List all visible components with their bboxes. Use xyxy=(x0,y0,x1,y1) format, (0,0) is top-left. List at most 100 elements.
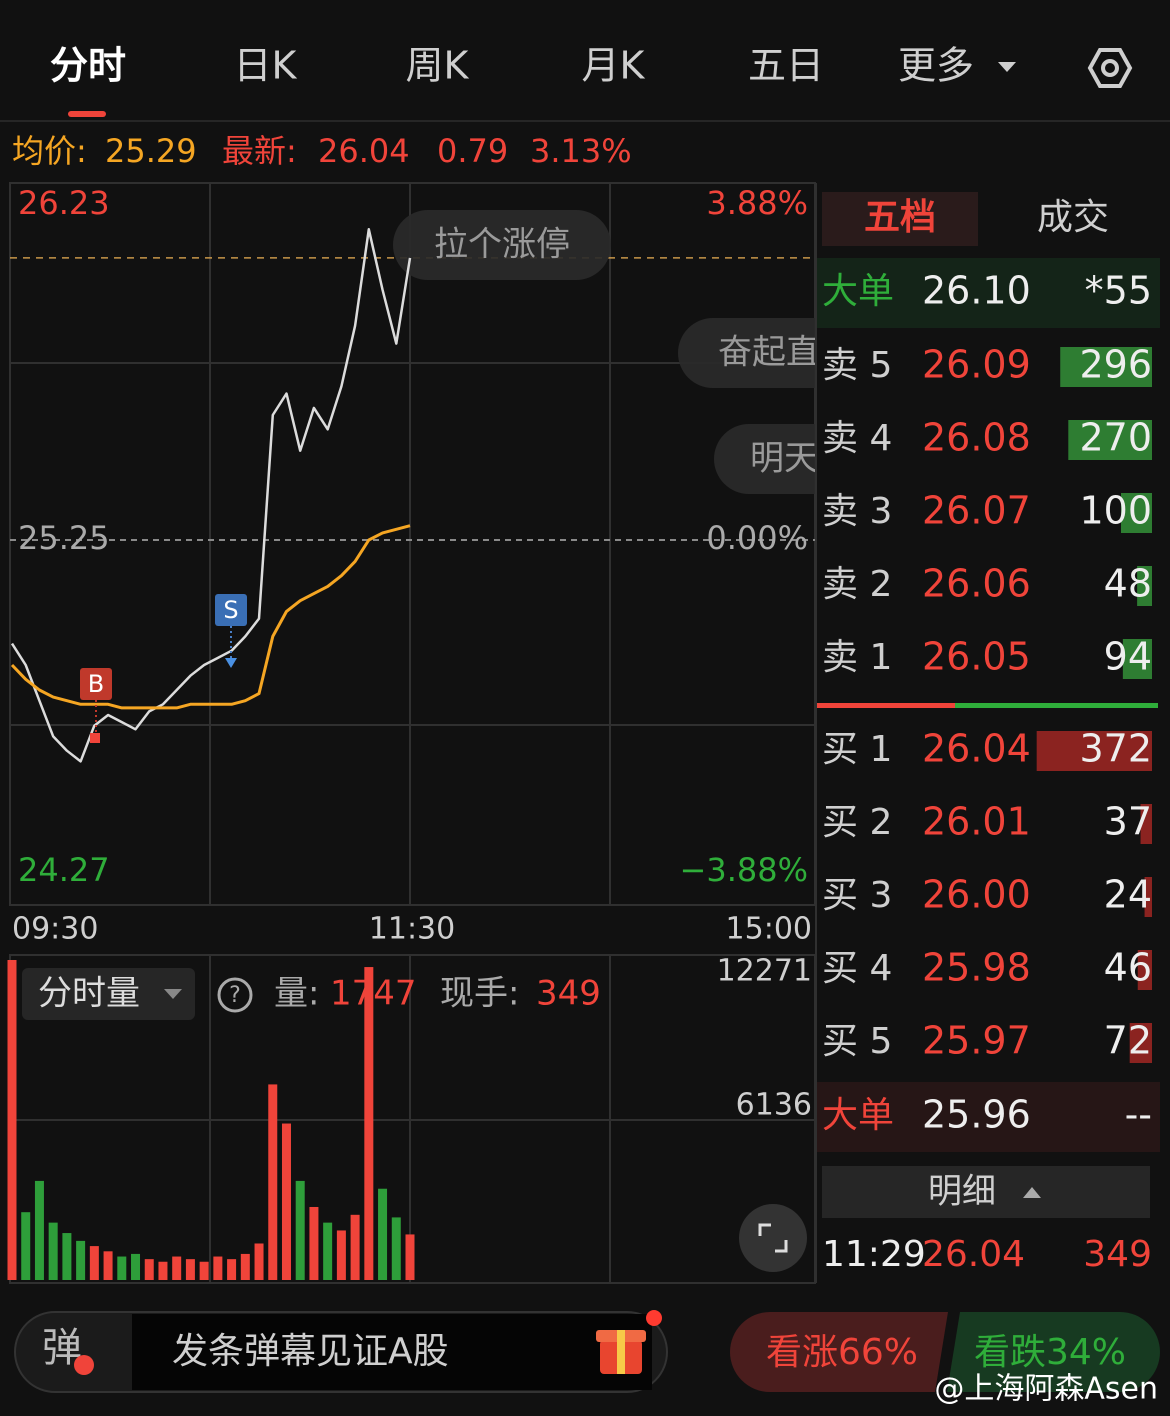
bid-qty: 72 xyxy=(1104,1019,1152,1063)
danmaku-badge xyxy=(74,1355,94,1375)
volume-bar xyxy=(378,1188,388,1280)
latest-label: 最新: xyxy=(222,132,297,170)
sell-dot xyxy=(225,658,237,668)
y-tick-label: 24.27 xyxy=(18,851,110,889)
settings-icon[interactable] xyxy=(1087,48,1133,88)
big-order-qty: *55 xyxy=(1085,269,1152,313)
change-value: 0.79 xyxy=(437,132,508,170)
y2-tick-label: 0.00% xyxy=(706,519,808,557)
volume-bar xyxy=(295,1180,305,1280)
ask-price: 26.07 xyxy=(922,489,1031,533)
qty-bar xyxy=(1144,877,1152,917)
volume-value: 1747 xyxy=(330,974,417,1014)
big-order-label: 大单 xyxy=(822,1095,894,1136)
detail-arrow xyxy=(1023,1187,1041,1198)
avg-label: 均价: xyxy=(12,132,87,170)
bid-qty: 24 xyxy=(1104,873,1152,917)
average-line xyxy=(10,524,411,710)
volume-bar xyxy=(323,1222,333,1280)
y-tick-label: 6136 xyxy=(736,1087,812,1122)
bid-label: 买 3 xyxy=(822,875,892,916)
ask-price: 26.06 xyxy=(922,562,1031,606)
y2-tick-label: 3.88% xyxy=(706,184,808,222)
marker-text: S xyxy=(223,596,238,624)
ask-label: 卖 2 xyxy=(822,564,892,605)
volume-bar xyxy=(199,1261,209,1280)
bull-pill[interactable] xyxy=(730,1312,948,1392)
tab[interactable]: 分时 xyxy=(50,44,126,88)
volume-bar xyxy=(254,1243,264,1280)
ask-price: 26.08 xyxy=(922,416,1031,460)
qty-bar xyxy=(1036,731,1152,771)
bid-label: 买 1 xyxy=(822,729,892,770)
big-order-qty: -- xyxy=(1125,1093,1152,1137)
bear-pill[interactable] xyxy=(947,1312,1160,1392)
qty-bar xyxy=(1068,420,1152,460)
ask-qty: 270 xyxy=(1079,416,1152,460)
tab[interactable]: 五日 xyxy=(748,44,824,88)
price-line xyxy=(10,228,412,763)
volume-bar xyxy=(103,1251,113,1280)
selector-text: 分时量 xyxy=(38,974,140,1014)
ob-tab[interactable]: 成交 xyxy=(1037,197,1109,238)
qty-bar xyxy=(1060,347,1152,387)
volume-bar xyxy=(227,1259,237,1280)
volume-bar xyxy=(172,1256,182,1280)
settings-dot xyxy=(1101,59,1119,77)
ask-qty: 94 xyxy=(1104,635,1152,679)
volume-bar xyxy=(62,1233,72,1280)
buy-dot xyxy=(90,733,100,743)
bid-label: 买 4 xyxy=(822,948,892,989)
time-label: 09:30 xyxy=(12,912,98,947)
ob-tab: 五档 xyxy=(864,197,936,238)
volume-bar xyxy=(309,1206,319,1280)
fullscreen-button[interactable] xyxy=(739,1204,807,1272)
bid-qty: 46 xyxy=(1104,946,1152,990)
tab[interactable]: 月K xyxy=(582,44,646,88)
volume-bar xyxy=(213,1256,223,1280)
detail-title: 明细 xyxy=(928,1172,996,1212)
bubble-text: 拉个涨停 xyxy=(434,225,570,265)
volume-bar xyxy=(268,1084,278,1280)
volume-bar xyxy=(158,1261,168,1280)
ask-label: 卖 1 xyxy=(822,637,892,678)
ask-qty: 100 xyxy=(1079,489,1152,533)
hand-label: 现手: xyxy=(440,974,519,1014)
big-order-bg xyxy=(817,258,1160,328)
tab-underline xyxy=(68,111,106,117)
hand-value: 349 xyxy=(536,974,601,1014)
qty-bar xyxy=(1137,950,1152,990)
volume-bar xyxy=(76,1240,86,1280)
tab[interactable]: 日K xyxy=(234,44,298,88)
qty-bar xyxy=(1122,639,1152,679)
volume-label: 量: xyxy=(274,974,319,1014)
volume-bar xyxy=(391,1217,401,1280)
danmaku-input[interactable] xyxy=(132,1314,652,1390)
fullscreen-icon xyxy=(758,1223,788,1253)
buy-marker xyxy=(80,668,112,700)
more-arrow xyxy=(998,62,1016,72)
bid-label: 买 5 xyxy=(822,1021,892,1062)
help-icon[interactable] xyxy=(217,977,253,1013)
bid-price: 26.00 xyxy=(922,873,1031,917)
selector-box[interactable] xyxy=(22,968,195,1020)
bid-qty: 37 xyxy=(1104,800,1152,844)
bid-price: 26.04 xyxy=(922,727,1031,771)
qty-bar xyxy=(1140,804,1152,844)
ask-label: 卖 3 xyxy=(822,491,892,532)
ask-label: 卖 5 xyxy=(822,345,892,386)
detail-header[interactable] xyxy=(822,1166,1150,1218)
split-red xyxy=(817,703,955,708)
volume-bar xyxy=(48,1222,58,1280)
tab[interactable]: 周K xyxy=(406,44,470,88)
ob-tab-active[interactable] xyxy=(822,192,978,246)
change-pct: 3.13% xyxy=(530,132,632,170)
time-label: 15:00 xyxy=(726,912,812,947)
big-order-price: 26.10 xyxy=(922,269,1031,313)
bubble[interactable] xyxy=(393,210,611,280)
qty-bar xyxy=(1137,566,1152,606)
tab[interactable]: 更多 xyxy=(898,44,974,88)
detail-price: 26.04 xyxy=(922,1234,1025,1275)
